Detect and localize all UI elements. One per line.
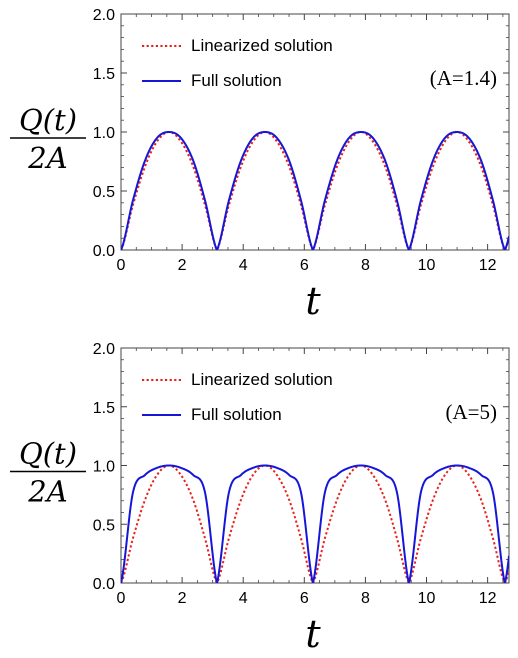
y-tick-label: 0.5 xyxy=(93,517,115,534)
y-tick-label: 1.5 xyxy=(93,400,115,417)
y-tick-label: 0.0 xyxy=(93,576,115,593)
y-axis-label-numerator: Q(t) xyxy=(19,103,77,137)
x-tick-label: 8 xyxy=(361,257,370,274)
y-tick-label: 1.5 xyxy=(93,66,115,83)
series-linearized-line xyxy=(121,130,509,250)
y-axis-label-numerator: Q(t) xyxy=(19,437,77,471)
x-tick-label: 12 xyxy=(479,257,497,274)
x-tick-label: 6 xyxy=(300,257,309,274)
y-axis-label-denominator: 2A xyxy=(27,475,67,509)
legend-label: Full solution xyxy=(191,405,282,424)
x-tick-label: 12 xyxy=(479,590,497,607)
x-tick-label: 8 xyxy=(361,590,370,607)
parameter-annotation: (A=1.4) xyxy=(430,66,497,90)
x-axis-label: t xyxy=(305,279,321,323)
x-tick-label: 2 xyxy=(178,590,187,607)
x-axis-label: t xyxy=(305,612,321,656)
x-tick-label: 0 xyxy=(117,257,126,274)
series-full-line xyxy=(121,464,509,583)
legend-label: Linearized solution xyxy=(191,370,333,389)
x-tick-label: 10 xyxy=(418,257,436,274)
y-axis-label-denominator: 2A xyxy=(27,141,67,175)
y-tick-label: 1.0 xyxy=(93,459,115,476)
y-tick-label: 2.0 xyxy=(93,7,115,24)
x-tick-label: 6 xyxy=(300,590,309,607)
y-tick-label: 2.0 xyxy=(93,341,115,358)
y-tick-label: 0.5 xyxy=(93,184,115,201)
panel-bottom: 0 2 4 6 8 10 12 0.0 0.5 1.0 1.5 2.0 Linearized solut… xyxy=(10,341,510,656)
x-tick-label: 4 xyxy=(239,590,248,607)
legend-label: Linearized solution xyxy=(191,36,333,55)
x-tick-label: 2 xyxy=(178,257,187,274)
x-tick-label: 10 xyxy=(418,590,436,607)
series-full-line xyxy=(121,131,509,250)
x-tick-label: 0 xyxy=(117,590,126,607)
panel-top: 0 2 4 6 8 10 12 0.0 0.5 1.0 1.5 2.0 Linearized solut… xyxy=(10,7,510,323)
y-tick-label: 1.0 xyxy=(93,125,115,142)
x-tick-label: 4 xyxy=(239,257,248,274)
legend-label: Full solution xyxy=(191,71,282,90)
y-tick-label: 0.0 xyxy=(93,243,115,260)
parameter-annotation: (A=5) xyxy=(446,400,498,424)
